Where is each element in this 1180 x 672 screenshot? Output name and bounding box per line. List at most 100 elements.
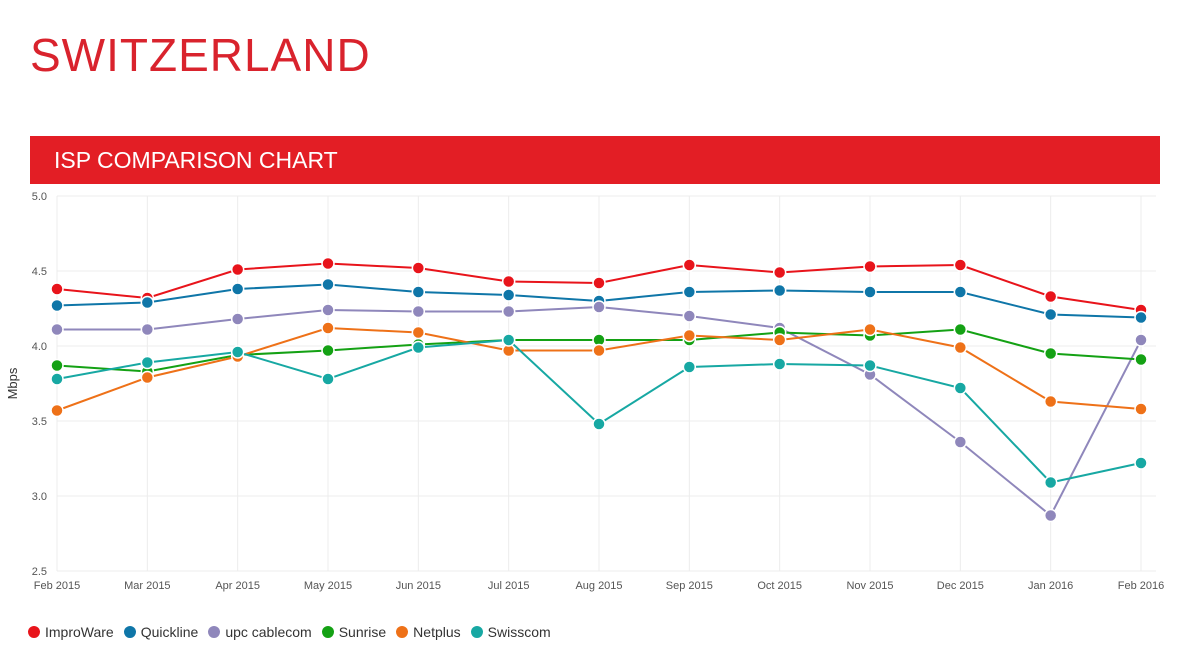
data-point bbox=[411, 340, 426, 355]
data-point bbox=[50, 358, 64, 373]
legend-item[interactable]: Quickline bbox=[123, 624, 199, 640]
x-tick-label: Aug 2015 bbox=[575, 580, 622, 592]
data-point bbox=[772, 333, 787, 347]
data-point bbox=[411, 261, 426, 275]
y-tick-label: 4.0 bbox=[32, 341, 47, 353]
data-point bbox=[592, 417, 606, 431]
data-point bbox=[140, 370, 155, 385]
data-point bbox=[682, 258, 697, 272]
data-point bbox=[140, 322, 155, 337]
data-point bbox=[50, 298, 64, 313]
data-point bbox=[230, 282, 245, 296]
legend-item[interactable]: ImproWare bbox=[28, 624, 114, 640]
y-tick-label: 2.5 bbox=[32, 566, 47, 578]
x-tick-label: Feb 2016 bbox=[1118, 580, 1164, 592]
data-point bbox=[772, 357, 787, 371]
y-tick-label: 4.5 bbox=[32, 266, 47, 278]
data-point bbox=[592, 300, 606, 314]
legend-label: Swisscom bbox=[487, 624, 551, 640]
data-point bbox=[501, 288, 516, 302]
y-tick-label: 3.0 bbox=[32, 491, 47, 503]
data-point bbox=[1043, 307, 1058, 322]
legend-label: upc cablecom bbox=[225, 624, 312, 640]
data-point bbox=[592, 343, 606, 358]
legend-item[interactable]: Netplus bbox=[396, 624, 461, 640]
x-tick-label: Sep 2015 bbox=[666, 580, 713, 592]
legend-label: Quickline bbox=[140, 624, 199, 640]
data-point bbox=[772, 265, 787, 280]
legend-marker-icon bbox=[396, 626, 409, 638]
data-point bbox=[1134, 456, 1148, 470]
data-point bbox=[321, 321, 335, 335]
x-tick-label: Mar 2015 bbox=[124, 580, 170, 592]
data-point bbox=[411, 285, 426, 299]
data-point bbox=[953, 322, 968, 337]
data-point bbox=[1134, 310, 1148, 325]
data-point bbox=[50, 403, 64, 418]
data-point bbox=[953, 435, 968, 449]
data-point bbox=[411, 304, 426, 319]
page-title: SWITZERLAND bbox=[30, 29, 371, 81]
data-point bbox=[501, 274, 516, 289]
x-tick-label: Oct 2015 bbox=[757, 580, 802, 592]
data-point bbox=[863, 259, 877, 274]
x-tick-label: Jun 2015 bbox=[396, 580, 441, 592]
data-point bbox=[953, 340, 968, 355]
data-point bbox=[50, 282, 64, 296]
x-tick-label: Dec 2015 bbox=[937, 580, 984, 592]
data-point bbox=[1134, 333, 1148, 347]
x-tick-label: Apr 2015 bbox=[215, 580, 260, 592]
data-point bbox=[953, 381, 968, 395]
data-point bbox=[863, 358, 877, 373]
chart-banner: ISP COMPARISON CHART bbox=[30, 136, 1160, 184]
data-point bbox=[682, 360, 697, 374]
data-point bbox=[592, 276, 606, 290]
legend-item[interactable]: Swisscom bbox=[470, 624, 551, 640]
data-point bbox=[1043, 475, 1058, 490]
x-tick-label: Nov 2015 bbox=[846, 580, 893, 592]
data-point bbox=[863, 322, 877, 337]
data-point bbox=[953, 258, 968, 272]
chart-title: ISP COMPARISON CHART bbox=[54, 147, 338, 173]
legend-label: Netplus bbox=[413, 624, 461, 640]
data-point bbox=[50, 372, 64, 386]
data-point bbox=[1043, 346, 1058, 361]
x-tick-label: Jan 2016 bbox=[1028, 580, 1073, 592]
data-point bbox=[501, 333, 516, 347]
data-point bbox=[140, 295, 155, 310]
y-axis-label: Mbps bbox=[5, 367, 20, 399]
x-tick-label: Feb 2015 bbox=[34, 580, 80, 592]
y-tick-label: 5.0 bbox=[32, 191, 47, 203]
data-point bbox=[230, 345, 245, 359]
data-point bbox=[682, 309, 697, 323]
data-point bbox=[682, 328, 697, 343]
data-point bbox=[230, 262, 245, 277]
y-tick-label: 3.5 bbox=[32, 416, 47, 428]
data-point bbox=[321, 256, 335, 271]
legend: ImproWare Quickline upc cablecom Sunrise Net… bbox=[28, 624, 551, 640]
legend-marker-icon bbox=[28, 626, 40, 638]
data-point bbox=[501, 304, 516, 319]
legend-label: Sunrise bbox=[338, 624, 387, 640]
data-point bbox=[772, 283, 787, 298]
data-point bbox=[411, 325, 426, 340]
data-point bbox=[1043, 394, 1058, 409]
legend-item[interactable]: Sunrise bbox=[321, 624, 387, 640]
data-point bbox=[230, 312, 245, 326]
data-point bbox=[1043, 508, 1058, 523]
legend-item[interactable]: upc cablecom bbox=[208, 624, 312, 640]
data-point bbox=[321, 303, 335, 317]
data-point bbox=[1043, 289, 1058, 304]
data-point bbox=[682, 285, 697, 299]
data-point bbox=[321, 372, 335, 386]
data-point bbox=[321, 277, 335, 292]
data-point bbox=[1134, 402, 1148, 416]
data-point bbox=[863, 285, 877, 299]
data-point bbox=[50, 322, 64, 337]
legend-marker-icon bbox=[208, 626, 221, 638]
legend-marker-icon bbox=[123, 626, 136, 638]
data-point bbox=[321, 343, 335, 358]
legend-marker-icon bbox=[470, 626, 483, 638]
legend-label: ImproWare bbox=[45, 624, 114, 640]
